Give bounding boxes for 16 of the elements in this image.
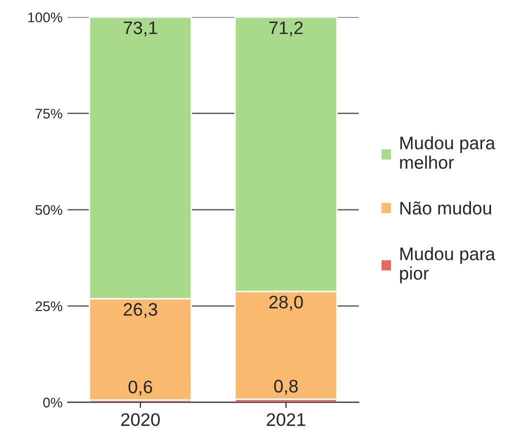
y-tick-label: 50%: [35, 205, 62, 215]
legend-label: Mudou para pior: [400, 247, 496, 284]
x-tick-label: 2020: [121, 413, 160, 426]
legend-label: Não mudou: [400, 201, 492, 215]
y-tick-label: 75%: [36, 108, 62, 119]
data-label: 28,0: [269, 296, 303, 311]
data-label: 73,1: [124, 21, 158, 36]
y-tick-label: 100%: [28, 12, 62, 22]
x-tick-label: 2021: [266, 413, 306, 426]
y-tick-label: 0%: [43, 398, 62, 408]
data-label: 71,2: [269, 21, 303, 36]
y-tick-label: 25%: [36, 301, 62, 312]
data-label: 0,6: [128, 380, 152, 396]
legend-label: Mudou para melhor: [400, 136, 496, 169]
data-label: 26,3: [124, 303, 158, 318]
data-label: 0,8: [274, 380, 298, 395]
